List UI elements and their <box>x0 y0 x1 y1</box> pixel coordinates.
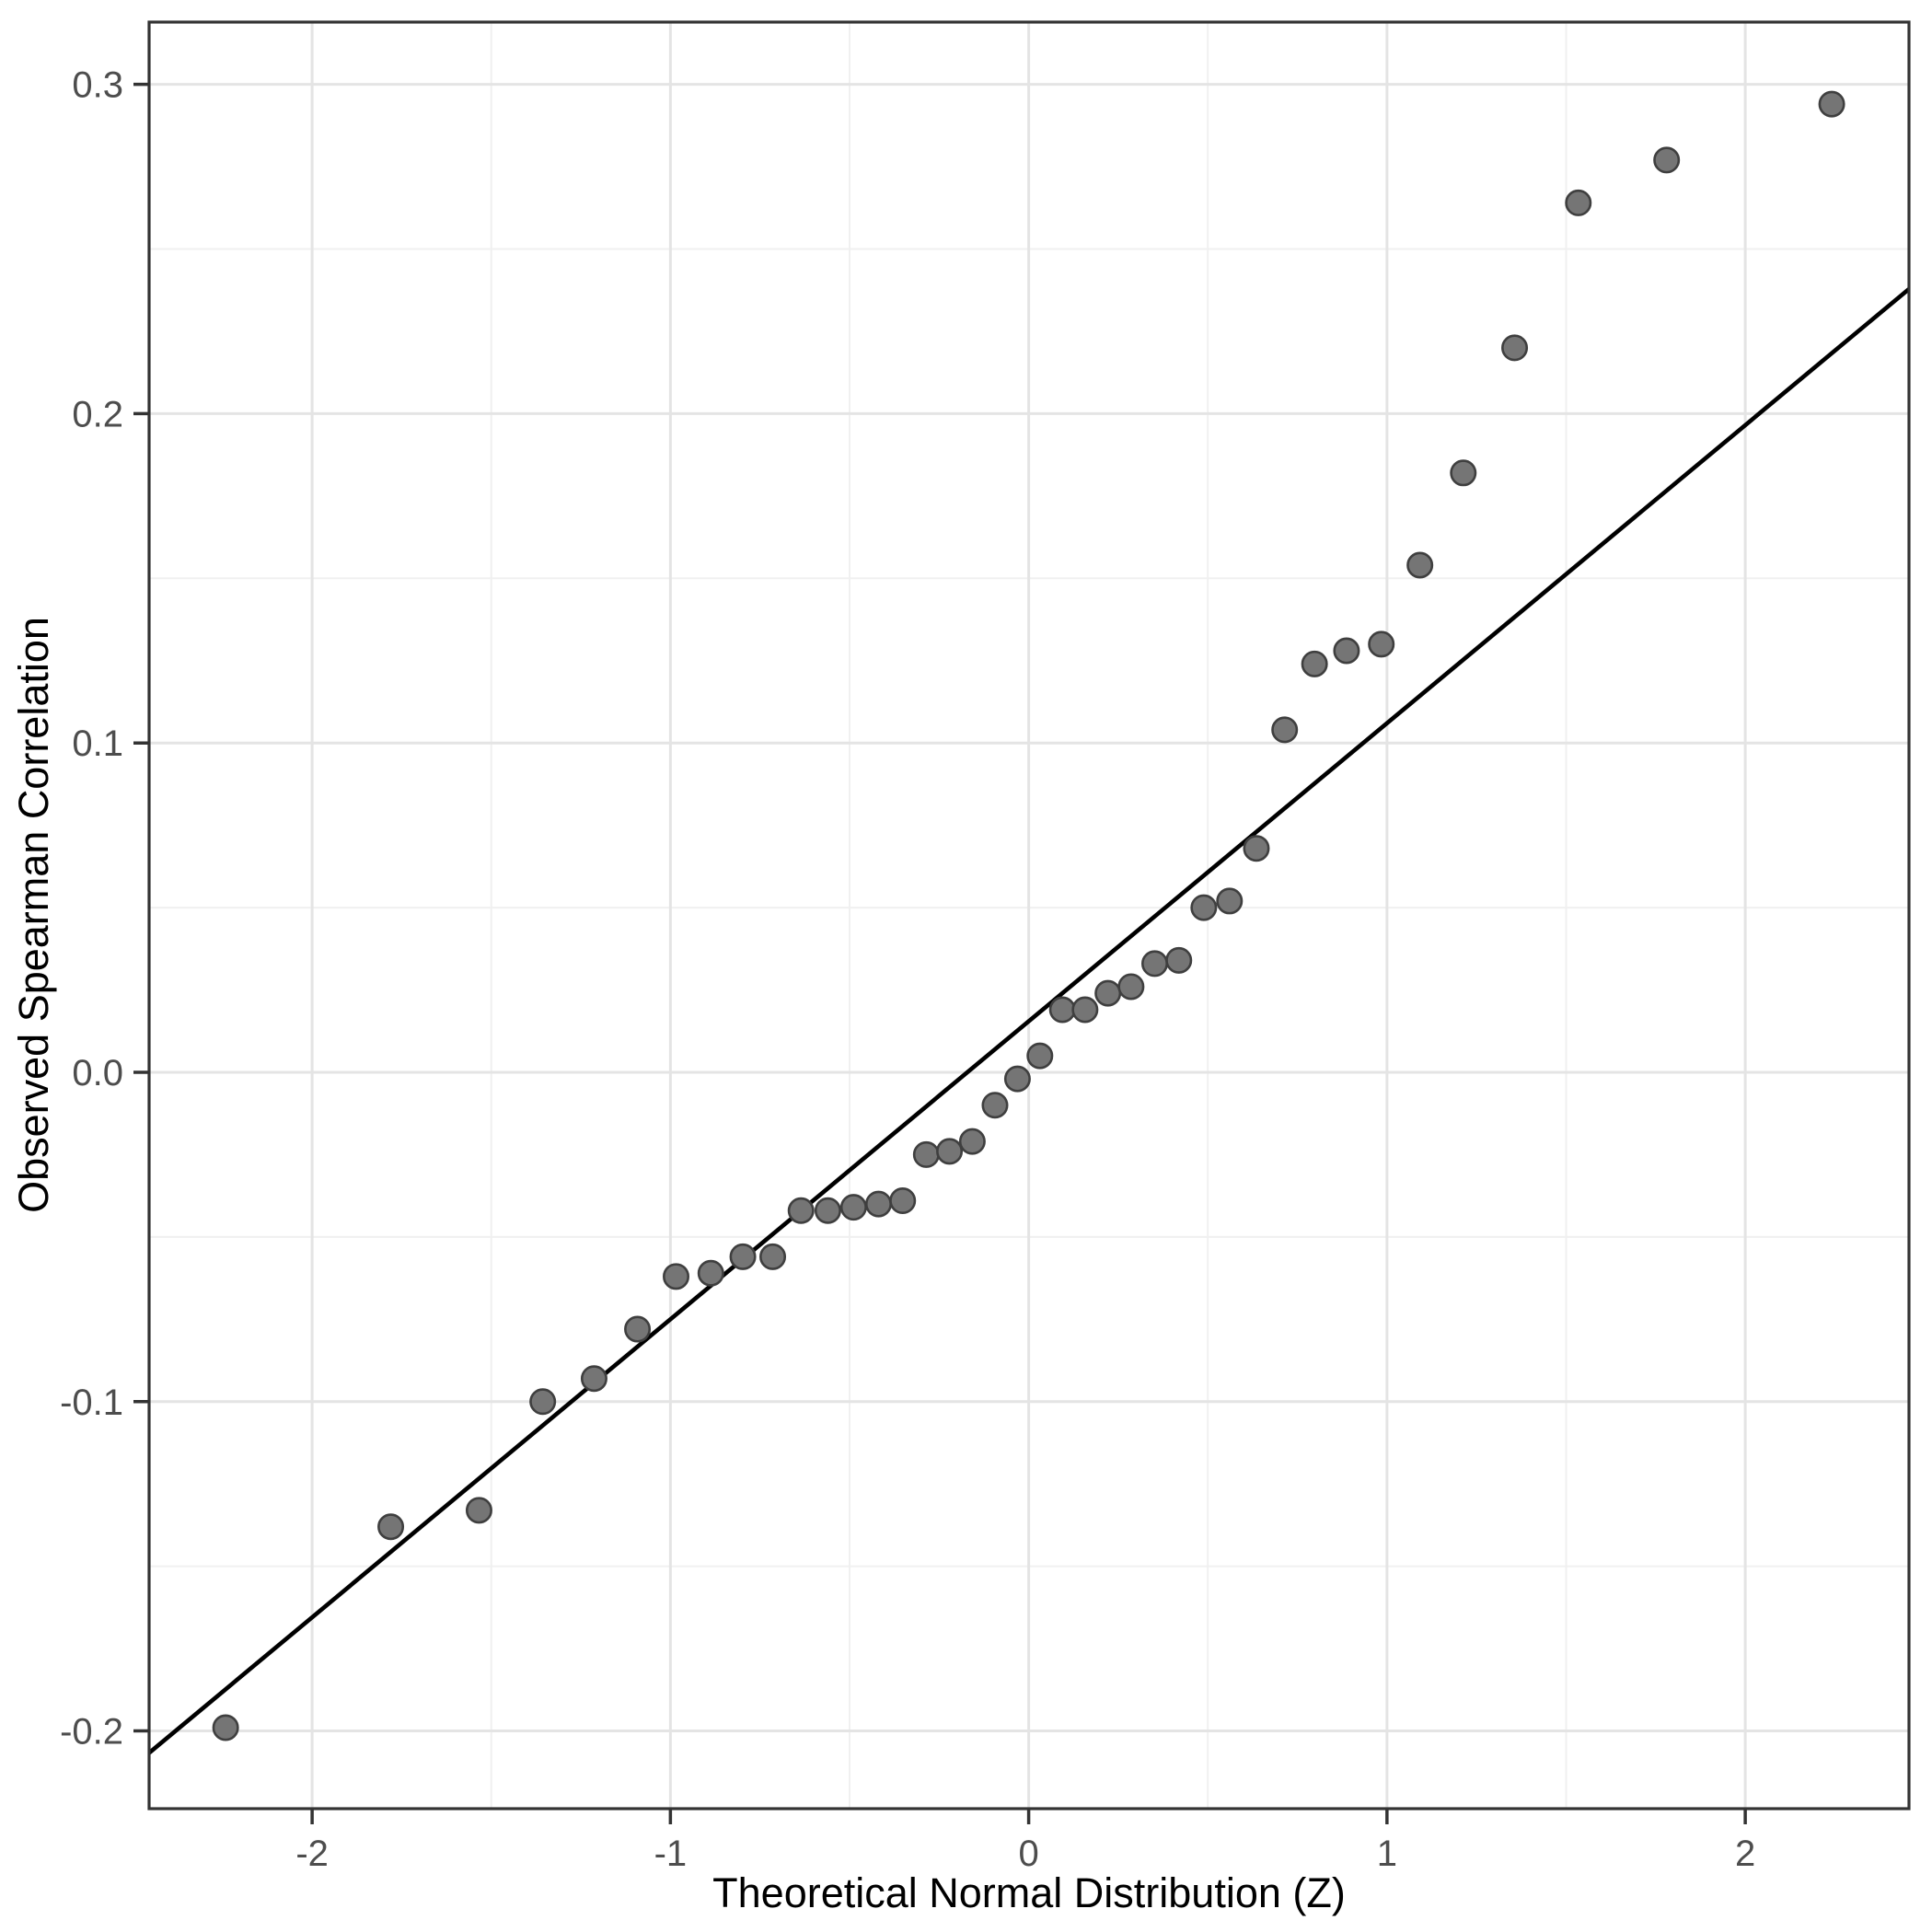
data-point <box>377 1513 405 1541</box>
data-point <box>1165 946 1193 974</box>
data-point <box>624 1315 652 1343</box>
x-axis-title: Theoretical Normal Distribution (Z) <box>712 1869 1346 1916</box>
x-tick-label: -1 <box>654 1834 688 1874</box>
data-point <box>1190 894 1218 921</box>
data-point <box>1003 1065 1031 1093</box>
axis-ticks <box>133 82 1747 1824</box>
qq-reference-line <box>147 287 1911 1755</box>
y-axis-title: Observed Spearman Correlation <box>10 617 57 1213</box>
data-point <box>839 1194 867 1221</box>
data-point <box>1216 887 1244 915</box>
data-point <box>1501 334 1529 362</box>
data-point <box>697 1259 724 1287</box>
y-tick-label: 0.0 <box>72 1053 123 1093</box>
data-point <box>814 1197 841 1224</box>
major-gridlines <box>149 22 1909 1809</box>
data-point <box>981 1092 1009 1119</box>
data-point <box>729 1243 757 1270</box>
data-point <box>1071 996 1099 1024</box>
data-point <box>1565 189 1592 216</box>
y-tick-label: 0.3 <box>72 65 123 106</box>
x-tick-label: 2 <box>1735 1834 1755 1874</box>
data-point <box>889 1187 917 1215</box>
y-tick-label: -0.1 <box>60 1382 123 1423</box>
data-point <box>1271 716 1299 744</box>
data-point <box>529 1388 557 1416</box>
data-point <box>1450 459 1477 487</box>
data-point <box>1406 551 1434 579</box>
y-tick-label: -0.2 <box>60 1712 123 1753</box>
data-point <box>1653 146 1681 174</box>
data-point <box>1048 996 1076 1024</box>
data-point <box>787 1197 815 1224</box>
data-point <box>1368 631 1395 658</box>
data-point <box>1141 950 1169 978</box>
data-point <box>1301 650 1328 677</box>
data-point <box>864 1190 892 1218</box>
data-point <box>465 1497 492 1524</box>
x-tick-label: 0 <box>1018 1834 1038 1874</box>
data-point <box>1333 637 1360 665</box>
data-point <box>958 1128 986 1155</box>
data-point <box>212 1714 239 1741</box>
y-tick-label: 0.2 <box>72 394 123 434</box>
axis-tick-labels: -2 -1 0 1 2 0.3 0.2 0.1 0.0 -0.1 -0.2 <box>60 65 1755 1874</box>
data-point <box>912 1140 940 1168</box>
data-point <box>1094 979 1122 1007</box>
data-point <box>1117 973 1145 1001</box>
data-point <box>936 1138 964 1165</box>
data-point <box>580 1365 607 1393</box>
data-point <box>663 1263 690 1290</box>
data-point <box>1026 1042 1054 1070</box>
data-point <box>1243 835 1270 862</box>
data-point <box>1818 90 1845 118</box>
x-tick-label: 1 <box>1377 1834 1397 1874</box>
qq-line <box>147 287 1911 1755</box>
x-tick-label: -2 <box>295 1834 329 1874</box>
data-points <box>212 90 1845 1741</box>
y-tick-label: 0.1 <box>72 723 123 764</box>
data-point <box>759 1243 787 1270</box>
